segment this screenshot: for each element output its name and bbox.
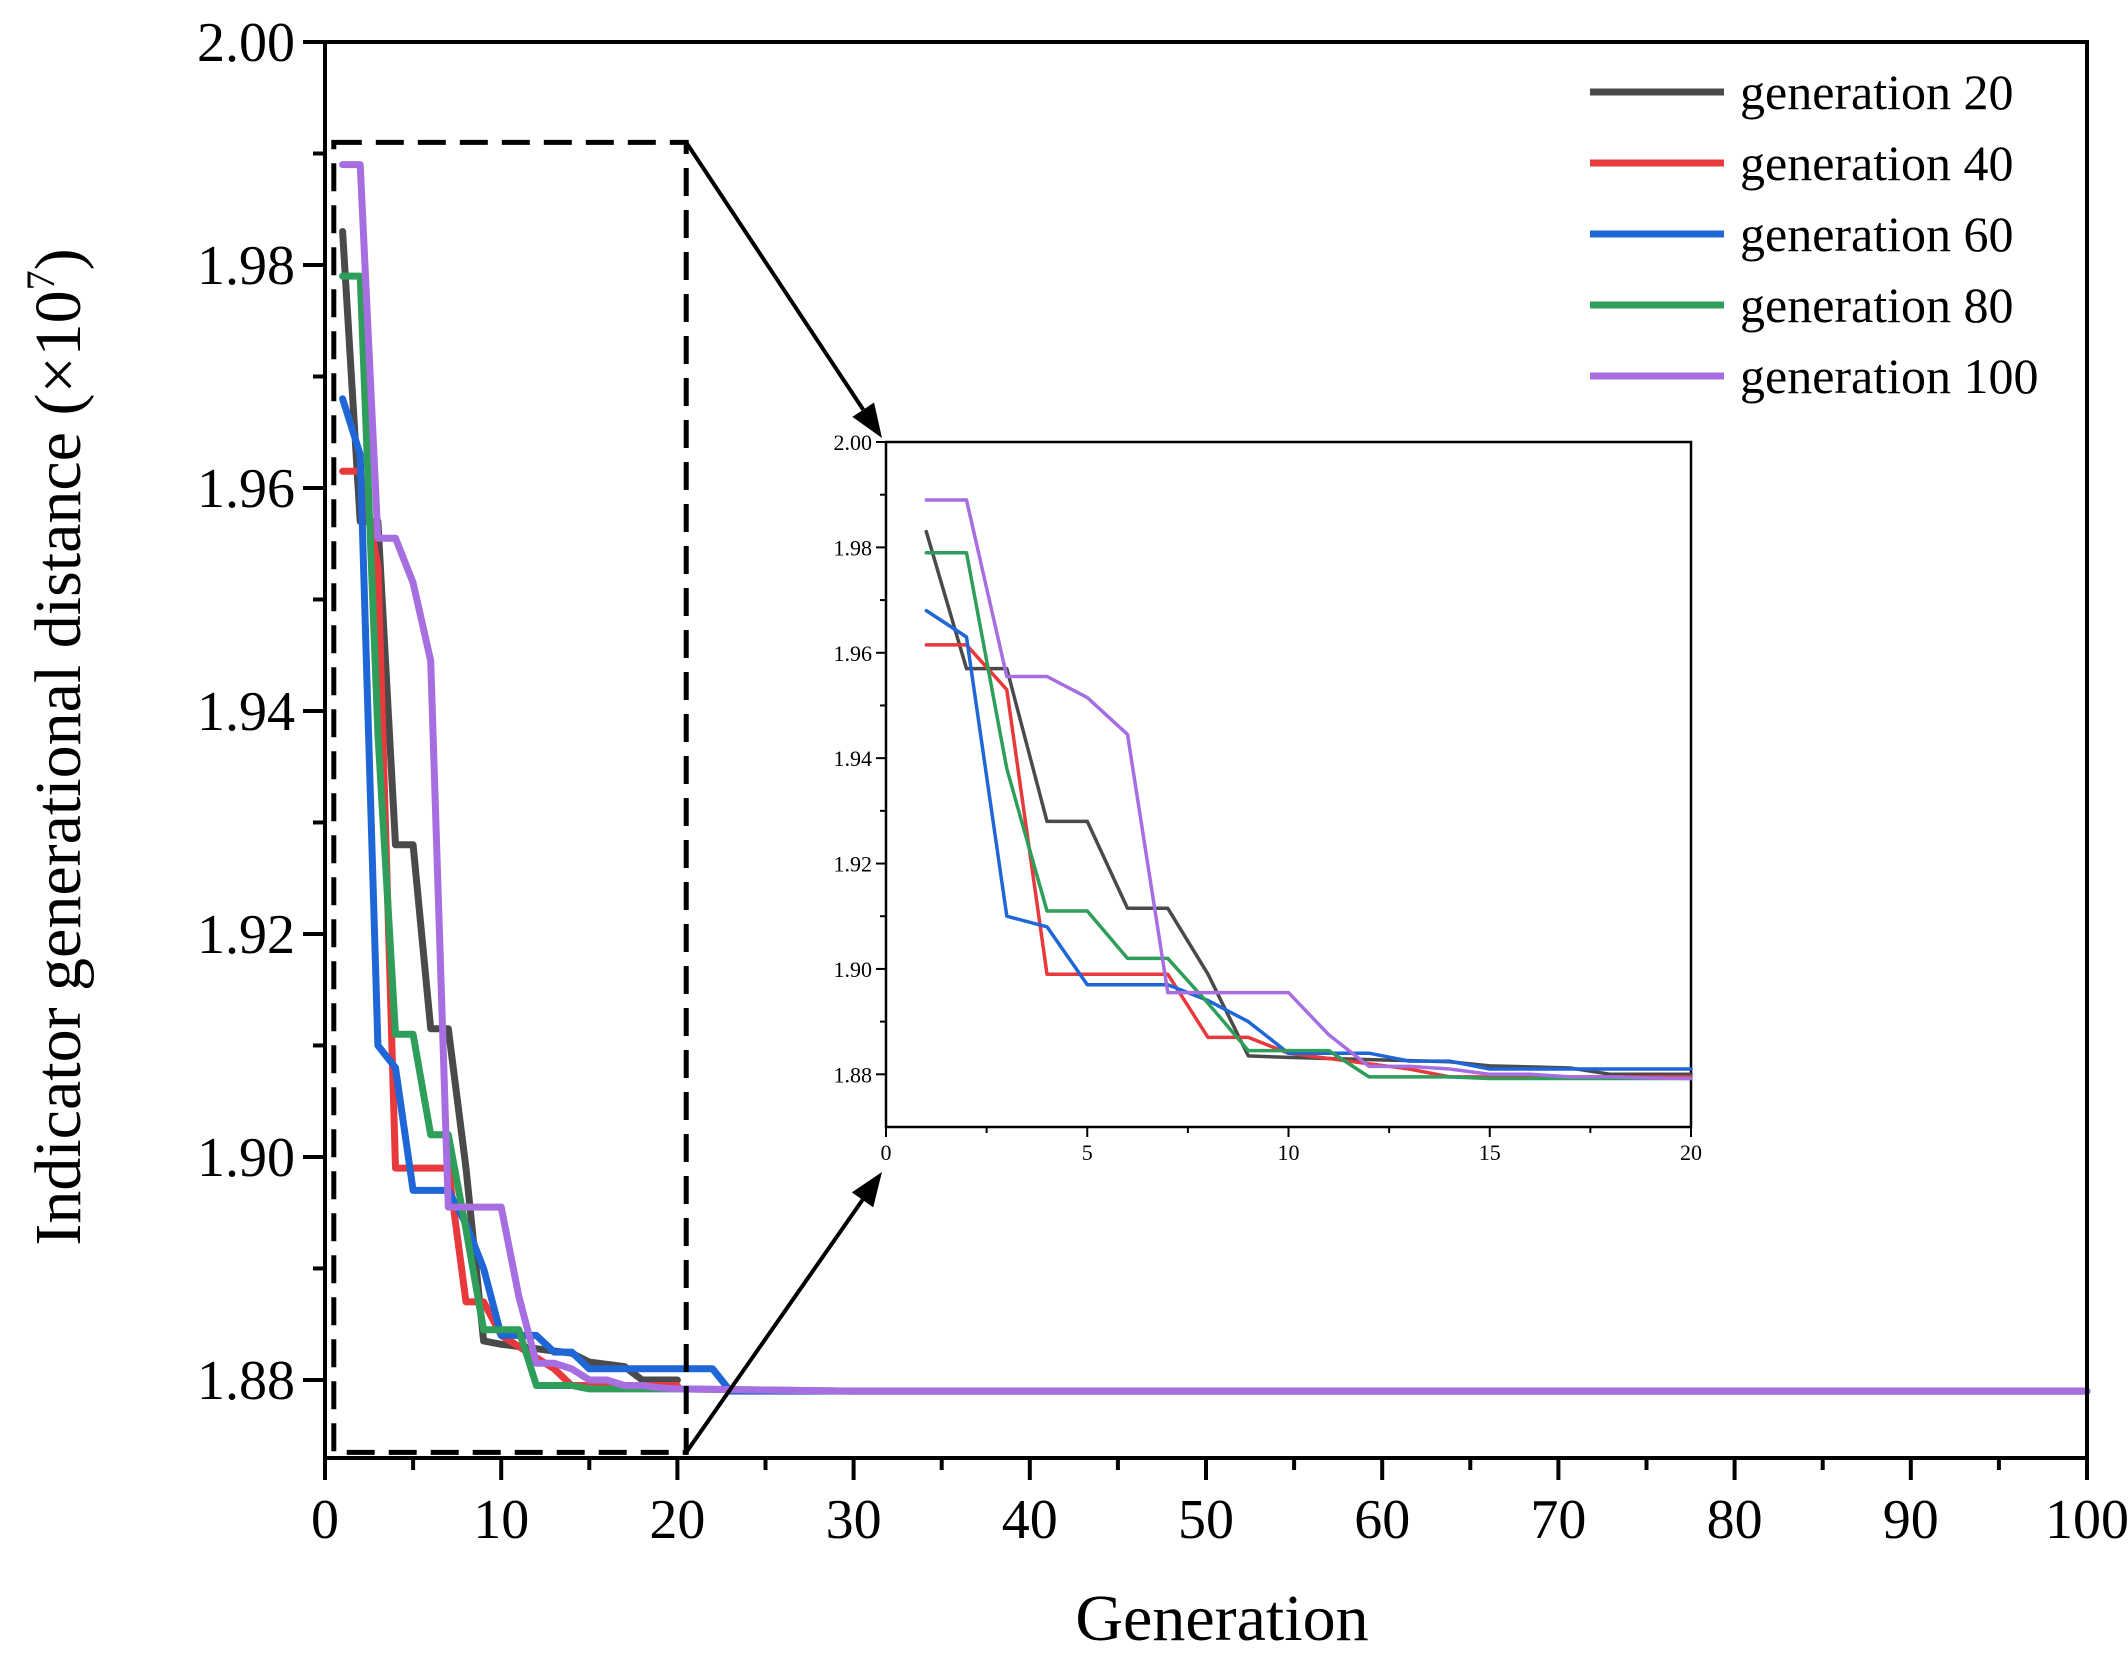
inset-frame [886, 442, 1691, 1127]
arrow-head [852, 1172, 882, 1207]
y-axis-title-main: Indicator generational distance (×10 [22, 290, 95, 1245]
inset-y-tick-label: 1.92 [834, 852, 873, 877]
legend: generation 20 generation 40 generation 60 g… [1590, 64, 2039, 404]
inset-y-tick-label: 1.90 [834, 957, 873, 982]
x-tick-label: 10 [473, 1489, 529, 1551]
y-tick-label: 2.00 [197, 12, 295, 74]
x-tick-label: 80 [1707, 1489, 1763, 1551]
arrow-shaft [686, 1200, 862, 1453]
zoom-arrow-bottom [686, 1172, 882, 1452]
zoom-indicator [334, 142, 882, 1452]
legend-label: generation 40 [1740, 135, 2014, 191]
y-axis-title: Indicator generational distance (×107) [18, 248, 95, 1245]
legend-label: generation 100 [1740, 348, 2039, 404]
legend-label: generation 80 [1740, 277, 2014, 333]
y-tick-label: 1.92 [197, 904, 295, 966]
inset-x-tick-label: 0 [881, 1140, 892, 1165]
inset-y-tick-label: 1.98 [834, 535, 873, 560]
inset-plot: 0 5 10 15 20 1.88 1.90 1.92 1.94 1.96 1.98 2.00 [834, 430, 1703, 1165]
x-tick-label: 100 [2045, 1489, 2128, 1551]
series-line-generation-20 [343, 232, 678, 1381]
inset-y-tick-label: 1.88 [834, 1062, 873, 1087]
legend-label: generation 20 [1740, 64, 2014, 120]
y-tick-label: 1.90 [197, 1127, 295, 1189]
zoom-arrow-top [686, 142, 882, 438]
inset-x-tick-label: 10 [1278, 1140, 1300, 1165]
x-tick-label: 30 [826, 1489, 882, 1551]
y-tick-label: 1.96 [197, 458, 295, 520]
inset-y-tick-label: 1.94 [834, 746, 873, 771]
x-tick-label: 70 [1530, 1489, 1586, 1551]
y-axis-title-close: ) [22, 248, 95, 270]
inset-x-tick-label: 5 [1082, 1140, 1093, 1165]
y-tick-label: 1.98 [197, 235, 295, 297]
inset-y-tick-label: 1.96 [834, 641, 873, 666]
legend-label: generation 60 [1740, 206, 2014, 262]
inset-x-tick-label: 15 [1479, 1140, 1501, 1165]
x-tick-label: 90 [1883, 1489, 1939, 1551]
inset-x-tick-label: 20 [1680, 1140, 1702, 1165]
arrow-shaft [686, 142, 863, 409]
y-axis-title-exponent: 7 [18, 270, 63, 290]
x-axis-title: Generation [1075, 1582, 1368, 1655]
x-tick-label: 50 [1178, 1489, 1234, 1551]
y-tick-label: 1.88 [197, 1350, 295, 1412]
x-tick-label: 40 [1002, 1489, 1058, 1551]
x-tick-label: 20 [649, 1489, 705, 1551]
x-tick-label: 60 [1354, 1489, 1410, 1551]
inset-y-tick-label: 2.00 [834, 430, 873, 455]
x-tick-label: 0 [311, 1489, 339, 1551]
y-tick-label: 1.94 [197, 681, 295, 743]
